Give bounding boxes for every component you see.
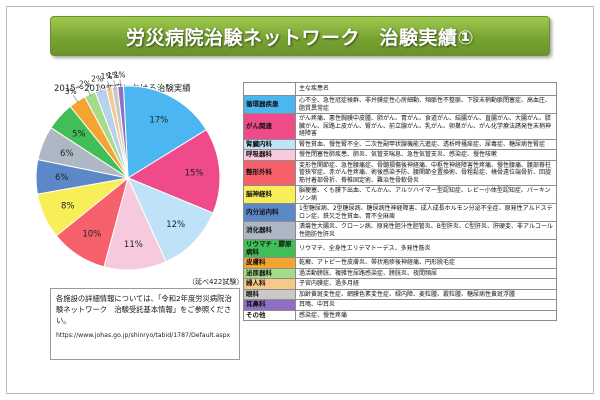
pie-slice-label: 8% (61, 201, 75, 211)
department-name: 婦人科 (243, 278, 296, 290)
disease-list: リウマチ、全身性エリテマトーデス、多発性筋炎 (295, 239, 557, 258)
pie-slice-label: 2% (91, 75, 103, 84)
disease-list: 脳梗塞、くも膜下出血、てんかん、アルツハイマー型認知症、レビー小体型認知症、パー… (295, 185, 557, 204)
table-header-corner (243, 82, 296, 96)
pie-slice-label: 5% (72, 130, 86, 140)
disease-list: 腎性貧血、慢性腎不全、二次性副甲状腺機能亢進症、透析時掻痒症、尿毒症、糖尿病性腎… (295, 138, 557, 150)
pie-slice-label: 1% (107, 71, 119, 80)
disease-list: 子宮内膜症、過多月経 (295, 278, 557, 290)
disease-list: 潰瘍性大腸炎、クローン病、原発性胆汁性胆管炎、B型肝炎、C型肝炎、肝硬変、非アル… (295, 221, 557, 240)
department-name: 脳神経科 (243, 185, 296, 204)
department-name: 腎臓内科 (243, 138, 296, 150)
department-name: 泌尿器科 (243, 267, 296, 279)
table-header-label: 主な疾患名 (295, 82, 557, 96)
department-name: 呼吸器科 (243, 149, 296, 161)
department-name: その他 (243, 309, 296, 321)
table-row: 眼科 加齢黄斑変性症、網膜色素変性症、緑内障、麦粒腫、霰粒腫、糖尿病性黄斑浮腫 (243, 288, 557, 300)
department-name: 皮膚科 (243, 257, 296, 269)
table-row: 腎臓内科 腎性貧血、慢性腎不全、二次性副甲状腺機能亢進症、透析時掻痒症、尿毒症、糖… (243, 138, 557, 150)
disease-list: 変形性関節症、急性腰痛症、骨髄損傷後神経痛、中枢性神経障害性疼痛、慢性腰痛、腰部… (295, 159, 557, 186)
pie-slice (127, 177, 214, 263)
pie-slice-label: 3% (65, 87, 77, 96)
table-row: 循環器疾患 心不全、急性冠症候群、非弁膜症性心房細動、頻脈性不整脈、下肢末梢動脈閉… (243, 95, 557, 114)
pie-leader-line (73, 95, 79, 104)
disease-list: 1型糖尿病、2型糖尿病、糖尿病性神経障害、成人成長ホルモン分泌不全症、原発性アル… (295, 203, 557, 222)
disease-list: 乾癬、アトピー性皮膚炎、帯状疱疹後神経痛、円形脱毛症 (295, 257, 557, 269)
table-row: リウマチ・膠原病科 リウマチ、全身性エリテマトーデス、多発性筋炎 (243, 239, 557, 258)
pie-slice-label: 1% (101, 72, 113, 81)
table-row: 耳鼻科 耳鳴、中耳炎 (243, 299, 557, 311)
disease-list: 感染症、慢性疼痛 (295, 309, 557, 321)
department-name: がん関連 (243, 113, 296, 140)
pie-leader-line (86, 87, 92, 97)
banner-title: 労災病院治験ネットワーク 治験実績① (125, 26, 475, 49)
pie-slice-label: 11% (124, 240, 143, 250)
pie-leader-line (107, 81, 110, 90)
department-name: 循環器疾患 (243, 95, 296, 114)
table-header-row: 主な疾患名 (243, 82, 557, 96)
table-row: 婦人科 子宮内膜症、過多月経 (243, 278, 557, 290)
disease-list: がん疼痛、悪性胸膜中皮腫、肺がん、胃がん、食道がん、結腸がん、直腸がん、大腸がん… (295, 113, 557, 140)
table-row: その他 感染症、慢性疼痛 (243, 309, 557, 321)
pie-leader-line (113, 79, 116, 89)
table-row: 呼吸器科 慢性閉塞性肺疾患、肺炎、気管支喘息、急性気管支炎、感染症、慢性咳嗽 (243, 149, 557, 161)
pie-leader-line (119, 79, 121, 89)
pie-slice-label: 17% (149, 115, 168, 125)
title-banner: 労災病院治験ネットワーク 治験実績① (50, 16, 550, 56)
pie-slice-label: 10% (82, 229, 101, 239)
note-url[interactable]: https://www.johas.go.jp/shinryo/tabid/17… (56, 332, 231, 339)
table-row: 内分泌内科 1型糖尿病、2型糖尿病、糖尿病性神経障害、成人成長ホルモン分泌不全症、… (243, 203, 557, 222)
table-row: 皮膚科 乾癬、アトピー性皮膚炎、帯状疱疹後神経痛、円形脱毛症 (243, 257, 557, 269)
chart-footnote: （延べ422試験） (188, 278, 244, 286)
pie-slice (126, 129, 221, 214)
pie-slice-label: 1% (114, 70, 126, 79)
pie-slice-label: 12% (166, 220, 185, 230)
disease-list: 過活動膀胱、複雑性尿路感染症、膀胱炎、夜間頻尿 (295, 267, 557, 279)
department-name: 内分泌内科 (243, 203, 296, 222)
pie-slice-label: 6% (60, 149, 74, 159)
table-row: 整形外科 変形性関節症、急性腰痛症、骨髄損傷後神経痛、中枢性神経障害性疼痛、慢性腰… (243, 159, 557, 186)
disease-table: 主な疾患名 循環器疾患 心不全、急性冠症候群、非弁膜症性心房細動、頻脈性不整脈、下… (243, 82, 557, 321)
pie-slice (122, 85, 207, 179)
note-text: 各施設の詳細情報については、「令和2年度労災病院治験ネットワーク 治験受託基本情… (56, 294, 232, 325)
disease-list: 慢性閉塞性肺疾患、肺炎、気管支喘息、急性気管支炎、感染症、慢性咳嗽 (295, 149, 557, 161)
pie-leader-line (98, 83, 102, 93)
department-name: 整形外科 (243, 159, 296, 186)
disease-list: 加齢黄斑変性症、網膜色素変性症、緑内障、麦粒腫、霰粒腫、糖尿病性黄斑浮腫 (295, 288, 557, 300)
pie-slice-label: 6% (55, 173, 69, 183)
disease-list: 耳鳴、中耳炎 (295, 299, 557, 311)
department-name: 眼科 (243, 288, 296, 300)
table-row: がん関連 がん疼痛、悪性胸膜中皮腫、肺がん、胃がん、食道がん、結腸がん、直腸がん、… (243, 113, 557, 140)
table-row: 脳神経科 脳梗塞、くも膜下出血、てんかん、アルツハイマー型認知症、レビー小体型認知… (243, 185, 557, 204)
pie-slice-label: 15% (185, 169, 204, 179)
department-name: 耳鼻科 (243, 299, 296, 311)
page-frame (6, 6, 594, 394)
table-row: 泌尿器科 過活動膀胱、複雑性尿路感染症、膀胱炎、夜間頻尿 (243, 267, 557, 279)
department-name: 消化器科 (243, 221, 296, 240)
table-row: 消化器科 潰瘍性大腸炎、クローン病、原発性胆汁性胆管炎、B型肝炎、C型肝炎、肝硬変… (243, 221, 557, 240)
department-name: リウマチ・膠原病科 (243, 239, 296, 258)
info-note-box: 各施設の詳細情報については、「令和2年度労災病院治験ネットワーク 治験受託基本情… (50, 288, 240, 360)
disease-list: 心不全、急性冠症候群、非弁膜症性心房細動、頻脈性不整脈、下肢末梢動脈閉塞症、高血… (295, 95, 557, 114)
pie-slice-label: 2% (79, 79, 91, 88)
